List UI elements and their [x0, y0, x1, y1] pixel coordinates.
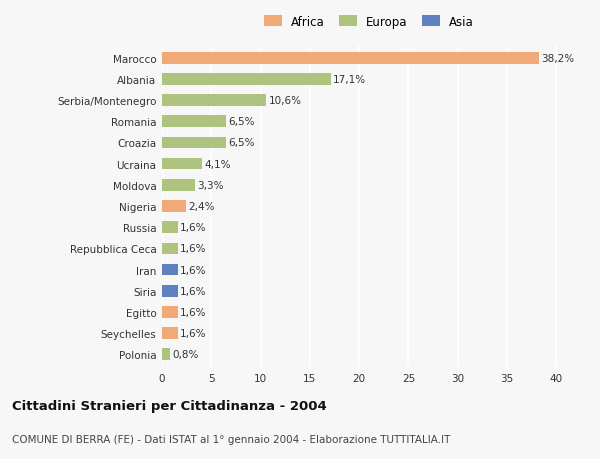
Text: 1,6%: 1,6%: [180, 328, 207, 338]
Bar: [162, 201, 185, 213]
Text: 38,2%: 38,2%: [541, 54, 574, 64]
Bar: [162, 74, 331, 85]
Text: 6,5%: 6,5%: [229, 138, 255, 148]
Bar: [162, 95, 266, 106]
Bar: [162, 328, 178, 339]
Text: 1,6%: 1,6%: [180, 244, 207, 254]
Text: 1,6%: 1,6%: [180, 307, 207, 317]
Text: 2,4%: 2,4%: [188, 202, 215, 212]
Bar: [162, 285, 178, 297]
Text: 6,5%: 6,5%: [229, 117, 255, 127]
Text: 0,8%: 0,8%: [172, 349, 199, 359]
Text: 1,6%: 1,6%: [180, 223, 207, 233]
Bar: [162, 116, 226, 128]
Bar: [162, 264, 178, 276]
Bar: [162, 243, 178, 255]
Bar: [162, 53, 539, 64]
Bar: [162, 137, 226, 149]
Text: 3,3%: 3,3%: [197, 180, 223, 190]
Bar: [162, 222, 178, 234]
Bar: [162, 307, 178, 318]
Text: 10,6%: 10,6%: [269, 96, 302, 106]
Bar: [162, 179, 194, 191]
Bar: [162, 349, 170, 360]
Text: COMUNE DI BERRA (FE) - Dati ISTAT al 1° gennaio 2004 - Elaborazione TUTTITALIA.I: COMUNE DI BERRA (FE) - Dati ISTAT al 1° …: [12, 434, 451, 444]
Legend: Africa, Europa, Asia: Africa, Europa, Asia: [262, 13, 476, 31]
Text: 17,1%: 17,1%: [333, 75, 366, 85]
Text: Cittadini Stranieri per Cittadinanza - 2004: Cittadini Stranieri per Cittadinanza - 2…: [12, 399, 327, 412]
Text: 1,6%: 1,6%: [180, 265, 207, 275]
Bar: [162, 158, 202, 170]
Text: 4,1%: 4,1%: [205, 159, 232, 169]
Text: 1,6%: 1,6%: [180, 286, 207, 296]
